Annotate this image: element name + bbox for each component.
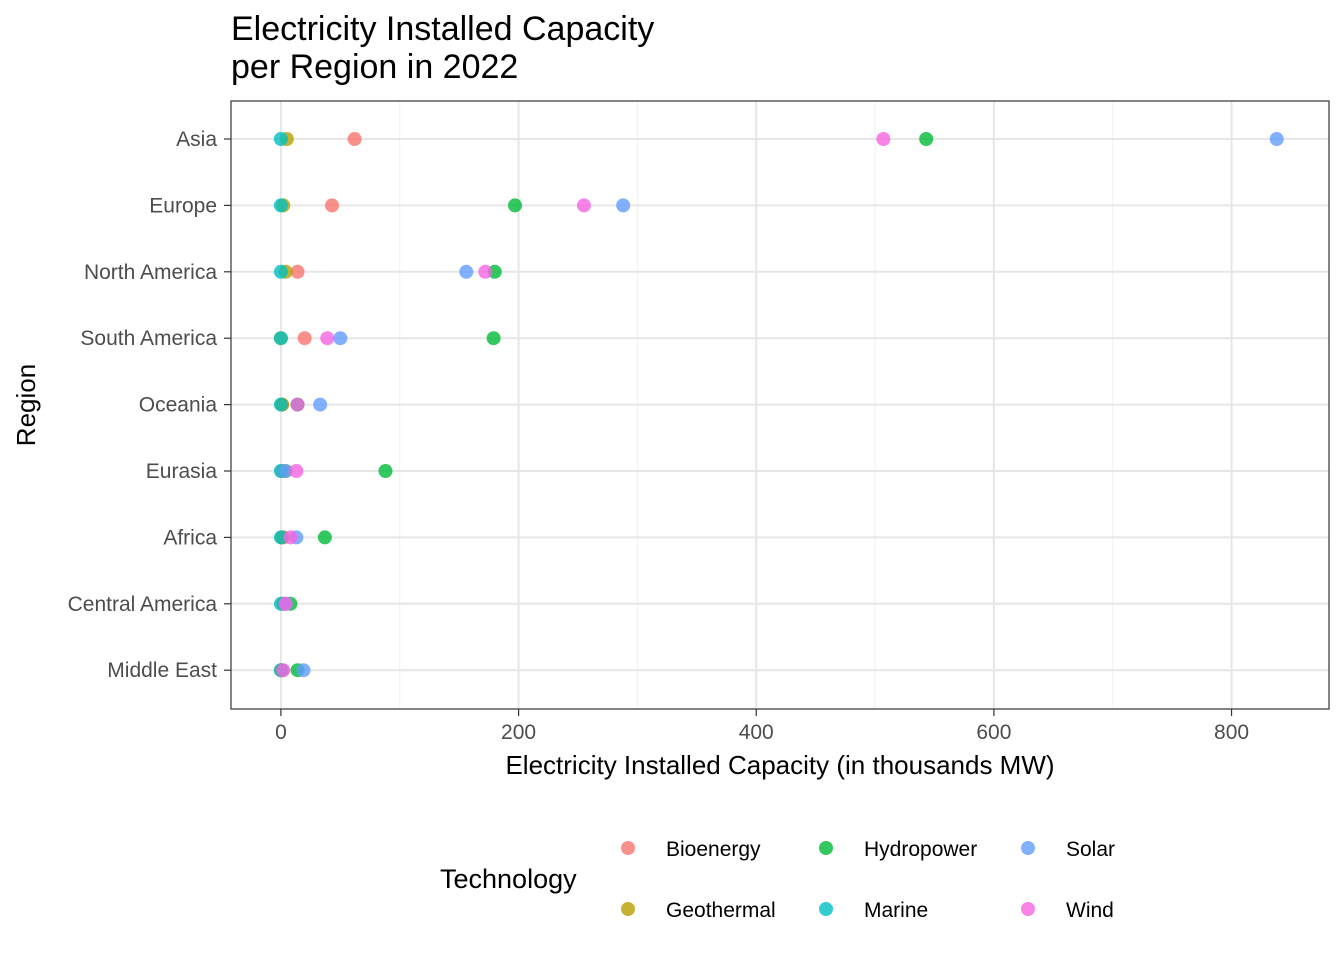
legend-key: [1021, 841, 1035, 855]
data-point-solar: [1269, 132, 1284, 146]
data-point-solar: [278, 464, 293, 478]
x-tick-label: 400: [739, 721, 774, 744]
legend-item-solar: Solar: [1021, 838, 1115, 861]
legend-label: Hydropower: [864, 838, 977, 861]
y-tick-label: North America: [84, 261, 217, 284]
grid-lines: [231, 101, 1329, 709]
data-point-wind: [283, 530, 298, 545]
data-point-bioenergy: [347, 132, 362, 146]
legend-title: Technology: [440, 864, 577, 894]
data-point-bioenergy: [290, 264, 305, 279]
y-tick-label: Eurasia: [146, 460, 218, 483]
y-tick-label: Middle East: [107, 659, 217, 682]
data-point-bioenergy: [297, 331, 312, 346]
chart-title-line-1: Electricity Installed Capacity: [231, 10, 654, 48]
data-point-wind: [276, 663, 291, 678]
data-point-bioenergy: [325, 198, 340, 213]
x-axis: 0 200 400 600 800: [275, 709, 1249, 744]
data-point-hydropower: [919, 132, 934, 146]
data-point-wind: [278, 596, 293, 611]
data-point-hydropower: [378, 464, 393, 478]
data-point-hydropower: [508, 198, 523, 213]
x-tick-label: 800: [1214, 721, 1249, 744]
data-point-marine: [273, 264, 288, 279]
data-point-wind: [478, 264, 493, 279]
data-point-wind: [876, 132, 891, 146]
legend-item-wind: Wind: [1021, 899, 1114, 922]
legend-label: Geothermal: [666, 899, 776, 922]
data-point-solar: [313, 397, 328, 412]
x-tick-label: 200: [501, 721, 536, 744]
y-axis: Asia Europe North America South America Ocea…: [68, 128, 231, 682]
data-point-wind: [289, 464, 304, 478]
legend-label: Solar: [1066, 838, 1115, 861]
data-point-wind: [576, 198, 591, 213]
y-tick-label: South America: [80, 327, 217, 350]
data-point-solar: [296, 663, 311, 678]
legend-item-bioenergy: Bioenergy: [621, 838, 761, 861]
y-tick-label: Asia: [176, 128, 217, 151]
legend-item-hydropower: Hydropower: [819, 838, 977, 861]
data-point-solar: [616, 198, 631, 213]
legend-key: [819, 841, 833, 855]
legend-key: [621, 841, 635, 855]
data-point-solar: [333, 331, 348, 346]
data-point-wind: [320, 331, 335, 346]
legend: Technology Bioenergy Geothermal Hydropower…: [440, 838, 1115, 922]
data-point-marine: [273, 198, 288, 213]
data-point-wind: [290, 397, 305, 412]
x-tick-label: 0: [275, 721, 287, 744]
data-points: [273, 132, 1284, 678]
data-point-marine: [273, 132, 288, 146]
data-point-solar: [459, 264, 474, 279]
legend-item-geothermal: Geothermal: [621, 899, 776, 922]
y-tick-label: Oceania: [139, 394, 218, 417]
legend-item-marine: Marine: [819, 899, 928, 922]
y-axis-title: Region: [11, 364, 41, 446]
legend-label: Bioenergy: [666, 838, 761, 861]
legend-key: [819, 902, 833, 916]
legend-key: [621, 902, 635, 916]
x-axis-title: Electricity Installed Capacity (in thous…: [505, 750, 1054, 780]
data-point-hydropower: [317, 530, 332, 545]
chart-title-line-2: per Region in 2022: [231, 48, 518, 86]
y-tick-label: Africa: [163, 526, 217, 549]
legend-label: Wind: [1066, 899, 1114, 922]
y-tick-label: Central America: [68, 593, 218, 616]
data-point-hydropower: [486, 331, 501, 346]
legend-key: [1021, 902, 1035, 916]
y-tick-label: Europe: [149, 194, 217, 217]
data-point-marine: [273, 397, 288, 412]
chart-title: Electricity Installed Capacity per Regio…: [231, 10, 654, 86]
x-tick-label: 600: [976, 721, 1011, 744]
data-point-marine: [273, 331, 288, 346]
legend-label: Marine: [864, 899, 928, 922]
